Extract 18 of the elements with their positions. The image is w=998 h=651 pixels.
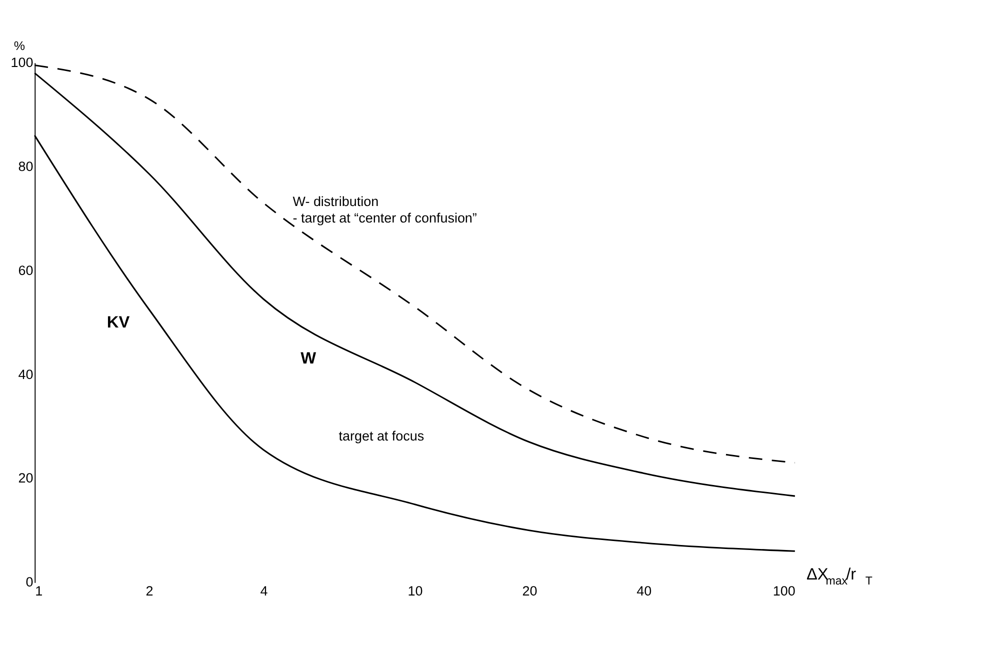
annotation: target at focus (338, 428, 424, 444)
y-tick-label: 60 (18, 262, 34, 278)
annotation: W- distribution - target at “center of confusion” (292, 194, 477, 226)
annotation: KV (106, 313, 130, 332)
y-tick-label: 0 (26, 574, 34, 590)
x-tick-label: 40 (636, 583, 652, 598)
y-tick-label: 100 (10, 54, 34, 70)
x-tick-label: 4 (260, 583, 268, 598)
x-tick-label: 1 (35, 583, 43, 598)
y-tick-label: 80 (18, 158, 34, 174)
y-tick-label: 20 (18, 470, 34, 486)
x-tick-label: 2 (146, 583, 154, 598)
y-axis-title: % (14, 39, 26, 54)
y-tick-label: 40 (18, 366, 34, 382)
x-tick-label: 10 (408, 583, 423, 598)
annotation: W (300, 350, 317, 368)
x-tick-label: 20 (522, 583, 538, 598)
x-tick-label: 100 (772, 583, 796, 598)
